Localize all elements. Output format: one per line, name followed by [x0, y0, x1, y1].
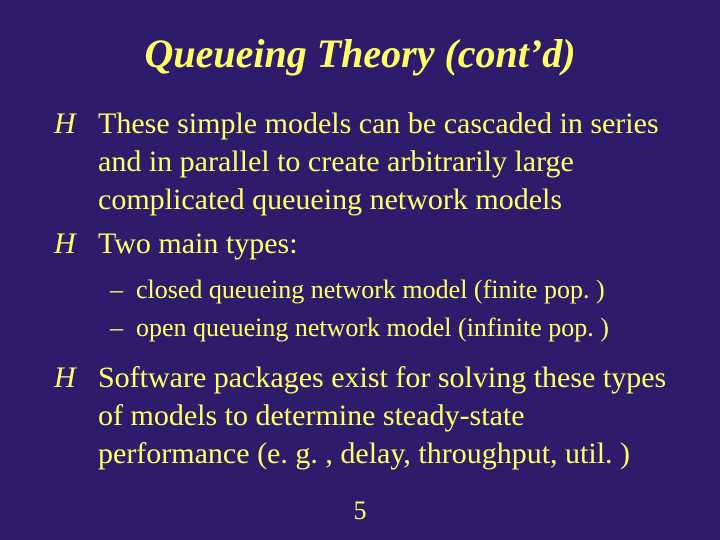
sub-bullet-list: – closed queueing network model (finite … — [50, 273, 670, 345]
bullet-marker-icon: H — [50, 105, 98, 143]
page-number: 5 — [0, 496, 720, 526]
bullet-marker-icon: H — [50, 225, 98, 263]
sub-bullet-text: open queueing network model (infinite po… — [136, 311, 609, 345]
bullet-item: H Two main types: — [50, 225, 670, 263]
sub-bullet-item: – open queueing network model (infinite … — [50, 311, 670, 345]
bullet-list-2: H Software packages exist for solving th… — [50, 359, 670, 473]
bullet-text: Software packages exist for solving thes… — [98, 359, 670, 473]
bullet-item: H Software packages exist for solving th… — [50, 359, 670, 473]
sub-bullet-text: closed queueing network model (finite po… — [136, 273, 605, 307]
bullet-text: Two main types: — [98, 225, 670, 263]
bullet-marker-icon: H — [50, 359, 98, 397]
dash-icon: – — [110, 273, 136, 307]
slide-title: Queueing Theory (cont’d) — [50, 30, 670, 77]
slide: Queueing Theory (cont’d) H These simple … — [0, 0, 720, 540]
bullet-text: These simple models can be cascaded in s… — [98, 105, 670, 219]
sub-bullet-item: – closed queueing network model (finite … — [50, 273, 670, 307]
dash-icon: – — [110, 311, 136, 345]
bullet-item: H These simple models can be cascaded in… — [50, 105, 670, 219]
bullet-list-1: H These simple models can be cascaded in… — [50, 105, 670, 263]
